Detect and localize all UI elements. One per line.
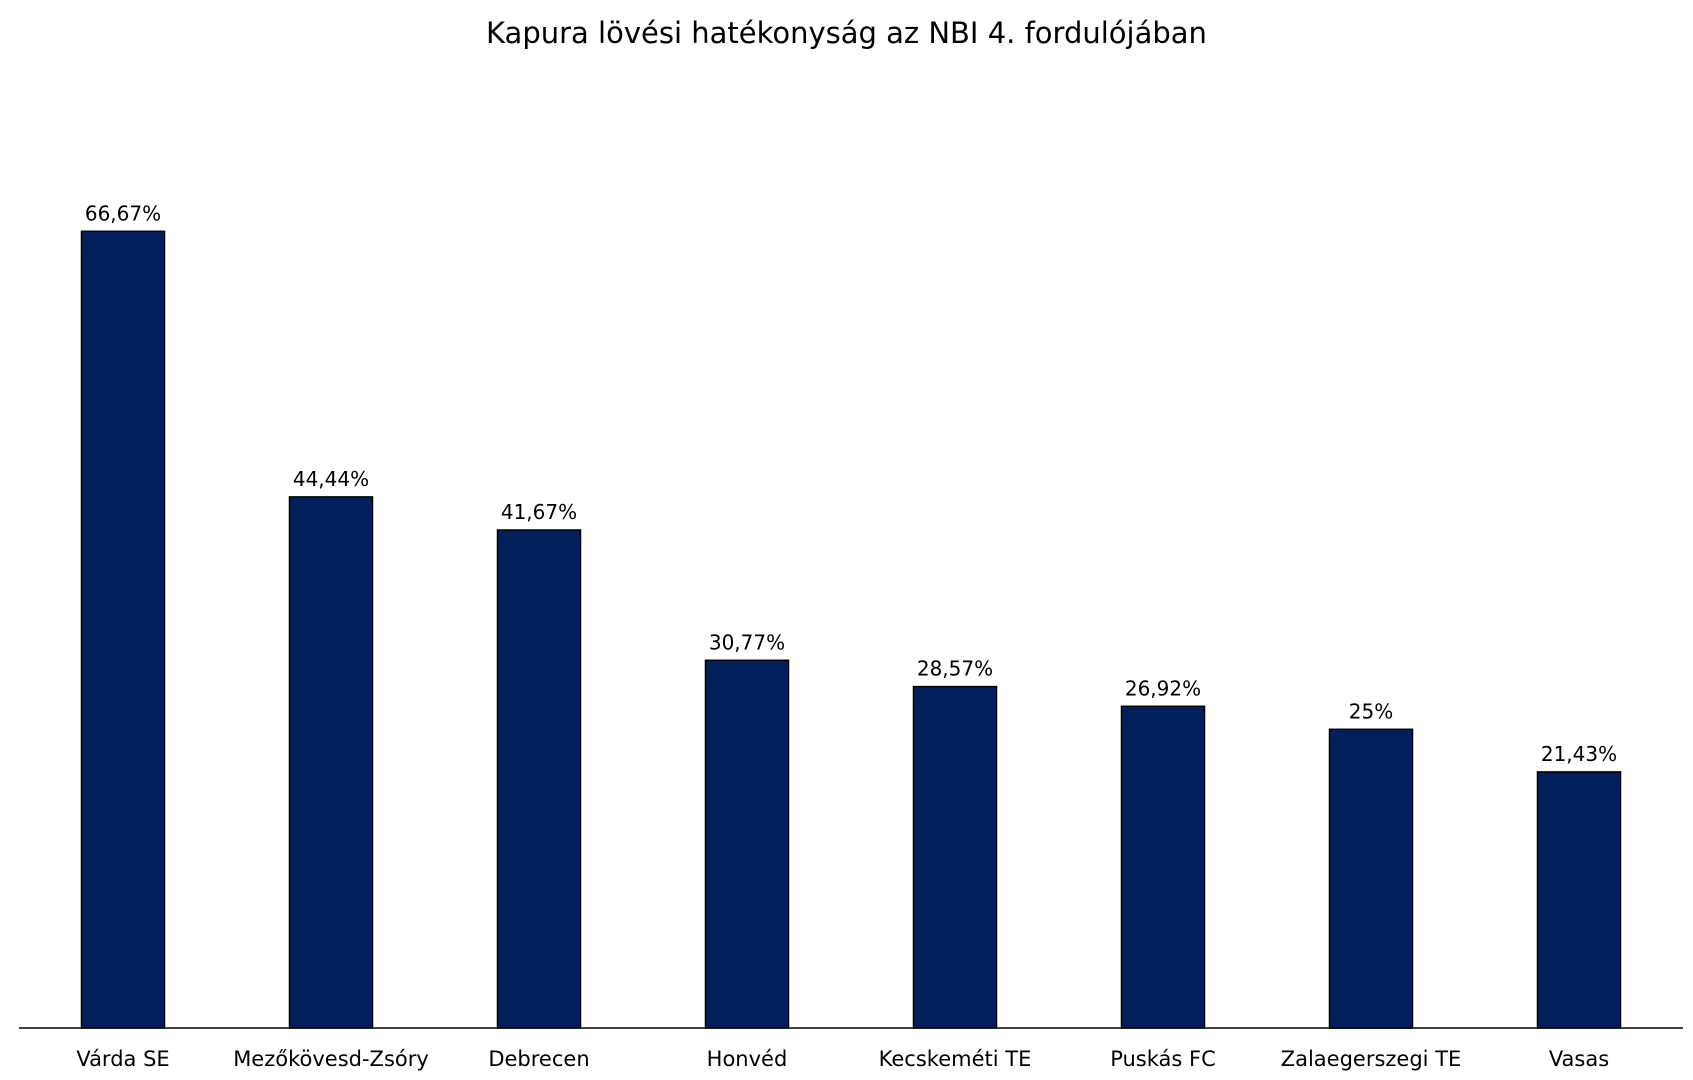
bar-7 <box>1328 728 1414 1029</box>
category-label-8: Vasas <box>1549 1047 1609 1071</box>
data-label-7: 25% <box>1349 699 1393 723</box>
data-label-8: 21,43% <box>1541 742 1617 766</box>
category-label-3: Debrecen <box>488 1047 589 1071</box>
data-label-2: 44,44% <box>293 467 369 491</box>
bar-8 <box>1536 771 1622 1029</box>
category-label-1: Várda SE <box>76 1047 169 1071</box>
data-label-5: 28,57% <box>917 657 993 681</box>
category-label-5: Kecskeméti TE <box>879 1047 1032 1071</box>
bar-4 <box>704 659 790 1029</box>
data-label-6: 26,92% <box>1125 676 1201 700</box>
bar-3 <box>496 529 582 1029</box>
bar-6 <box>1120 705 1206 1029</box>
category-label-4: Honvéd <box>707 1047 788 1071</box>
bars-group <box>80 230 1622 1029</box>
data-label-4: 30,77% <box>709 630 785 654</box>
bar-5 <box>912 685 998 1029</box>
data-label-1: 66,67% <box>85 201 161 225</box>
category-label-2: Mezőkövesd-Zsóry <box>233 1047 429 1071</box>
bar-1 <box>80 230 166 1029</box>
bar-2 <box>288 496 374 1029</box>
category-label-7: Zalaegerszegi TE <box>1281 1047 1462 1071</box>
data-label-3: 41,67% <box>501 500 577 524</box>
category-label-6: Puskás FC <box>1110 1047 1216 1071</box>
data-labels-group: 66,67% 44,44% 41,67% 30,77% 28,57% 26,92% 25% 2… <box>85 201 1617 766</box>
chart-title: Kapura lövési hatékonyság az NBI 4. ford… <box>486 16 1207 50</box>
category-labels-group: Várda SE Mezőkövesd-Zsóry Debrecen Honvéd Ke… <box>76 1047 1609 1071</box>
